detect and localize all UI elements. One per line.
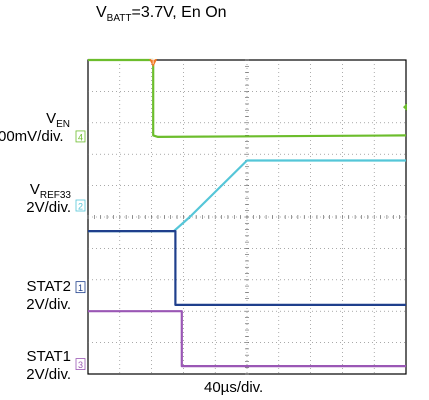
ch1-tag-box: [75, 281, 86, 294]
ch3-scale: 2V/div.: [26, 366, 71, 383]
ch2-scale: 2V/div.: [26, 199, 71, 216]
ch4-tag-box: [75, 130, 86, 143]
trace-ch4: [88, 58, 407, 138]
ch1-label: STAT2: [26, 278, 71, 295]
ch2-tag: 2: [78, 202, 83, 212]
ch3-label: STAT1: [26, 348, 71, 365]
trigger-marker: [149, 59, 158, 67]
ch1-tag: 1: [78, 283, 83, 293]
trigger-marker-label: T: [151, 59, 156, 66]
trace-ch3: [88, 310, 406, 368]
ch2-label: VREF33: [29, 181, 71, 201]
level-marker: [403, 103, 407, 112]
ch4-tag: 4: [78, 132, 83, 142]
trace-ch1: [88, 230, 406, 306]
ch1-scale: 2V/div.: [26, 296, 71, 313]
ch3-tag: 3: [78, 360, 83, 370]
ch4-scale: 00mV/div.: [0, 128, 64, 145]
timebase-label: 40µs/div.: [204, 379, 264, 396]
chart-title: VBATT=3.7V, En On: [96, 4, 227, 24]
ch3-tag-box: [75, 358, 86, 370]
ch4-label: VEN: [46, 110, 70, 130]
ch2-tag-box: [75, 199, 86, 212]
